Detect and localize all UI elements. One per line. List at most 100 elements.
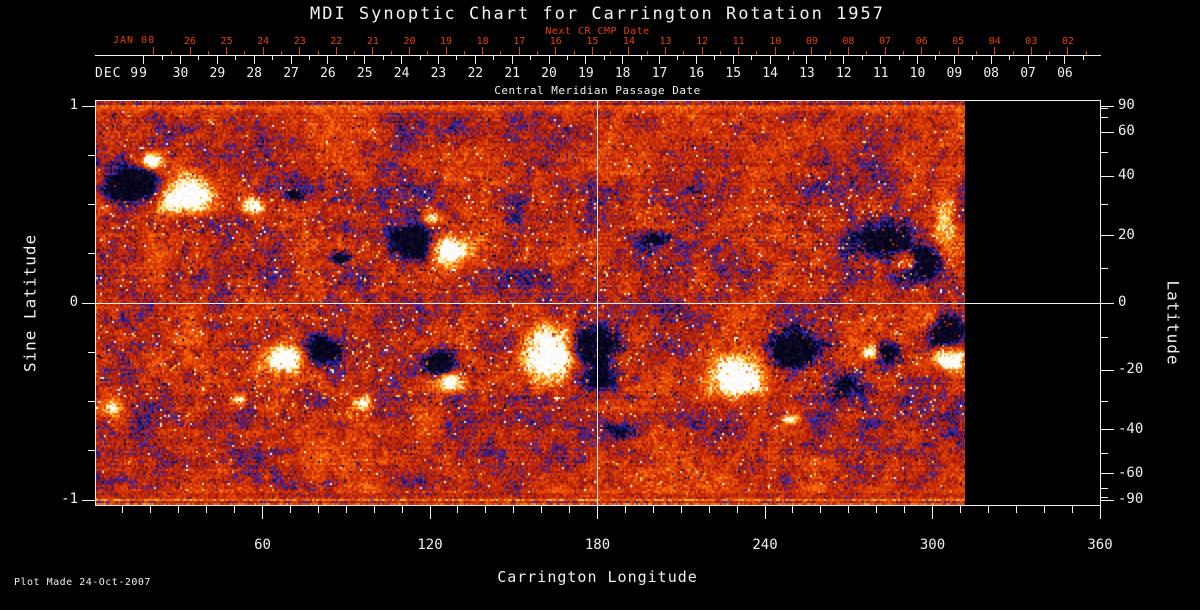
cmp-minor-tick [345, 56, 347, 60]
latitude-minor-tick [1101, 268, 1108, 270]
longitude-tick [206, 506, 208, 513]
latitude-tick-label: -90 [1118, 491, 1144, 507]
sine-latitude-tick-label: 0 [69, 294, 78, 310]
cmp-day-label: 16 [688, 66, 705, 81]
plot-border-bottom [95, 505, 1101, 506]
latitude-tick [1101, 105, 1114, 107]
longitude-tick [736, 506, 738, 513]
cmp-minor-tick [861, 56, 863, 60]
next-cr-cmp-date-label: Next CR CMP Date [545, 26, 650, 37]
cmp-date-tick [253, 56, 255, 64]
cmp-day-label: 18 [614, 66, 631, 81]
next-cr-minor-tick [902, 51, 904, 55]
longitude-tick-label: 60 [254, 537, 271, 553]
next-cr-date-tick [189, 47, 191, 55]
cmp-day-label: 21 [504, 66, 520, 81]
cmp-day-label: 07 [1020, 66, 1036, 81]
cmp-minor-tick [272, 56, 274, 60]
longitude-tick [178, 506, 180, 513]
sine-latitude-minor-tick [88, 351, 95, 353]
longitude-tick-label: 240 [752, 537, 778, 553]
next-cr-day-label: 03 [1025, 36, 1038, 47]
next-cr-minor-tick [500, 51, 502, 55]
equator-line [96, 303, 1100, 304]
cmp-date-tick [695, 56, 697, 64]
sine-latitude-tick [82, 302, 95, 304]
cmp-day-label: 09 [946, 66, 963, 81]
next-cr-day-label: 15 [586, 36, 599, 47]
longitude-tick [624, 506, 626, 513]
longitude-tick [1015, 506, 1017, 513]
longitude-tick-label: 360 [1087, 537, 1113, 553]
latitude-tick-label: 40 [1118, 167, 1135, 184]
cmp-date-tick [474, 56, 476, 64]
cmp-minor-tick [1009, 56, 1011, 60]
next-cr-date-tick [774, 47, 776, 55]
longitude-tick [652, 506, 654, 513]
latitude-tick [1101, 499, 1114, 501]
cmp-day-label: 10 [909, 66, 926, 81]
next-cr-day-label: 23 [293, 36, 306, 47]
cmp-date-tick [806, 56, 808, 64]
latitude-tick [1101, 302, 1114, 304]
next-cr-day-label: 07 [878, 36, 892, 47]
longitude-tick [373, 506, 375, 513]
sine-latitude-tick-label: -1 [61, 491, 78, 507]
cmp-day-label: 28 [246, 66, 263, 81]
longitude-tick [541, 506, 543, 513]
next-cr-day-label: 26 [183, 36, 197, 47]
longitude-tick [764, 506, 766, 519]
longitude-tick [792, 506, 794, 513]
cmp-minor-tick [751, 56, 753, 60]
cmp-day-label: 17 [651, 66, 668, 81]
cmp-day-label: 27 [283, 66, 299, 81]
cmp-minor-tick [493, 56, 495, 60]
next-cr-day-label: 14 [622, 36, 635, 47]
next-cr-date-tick [152, 47, 154, 55]
next-cr-date-tick [226, 47, 228, 55]
next-cr-minor-tick [280, 51, 282, 55]
next-cr-day-label: 17 [513, 36, 526, 47]
next-cr-minor-tick [975, 51, 977, 55]
next-cr-date-tick [445, 47, 447, 55]
next-cr-date-tick [811, 47, 813, 55]
next-cr-date-tick [482, 47, 484, 55]
longitude-tick [345, 506, 347, 513]
cmp-date-tick [769, 56, 771, 64]
next-cr-minor-tick [1012, 51, 1014, 55]
cmp-day-label: 22 [467, 66, 484, 81]
next-cr-date-tick [299, 47, 301, 55]
next-cr-date-tick [1067, 47, 1069, 55]
latitude-tick [1101, 369, 1114, 371]
cmp-date-tick [364, 56, 366, 64]
next-cr-minor-tick [683, 51, 685, 55]
next-cr-day-label: 20 [403, 36, 416, 47]
next-cr-date-tick [591, 47, 593, 55]
cmp-date-tick [1064, 56, 1066, 64]
next-cr-date-tick [665, 47, 667, 55]
cmp-day-label: 08 [983, 66, 1000, 81]
longitude-tick [122, 506, 124, 513]
carrington-longitude-axis-label: Carrington Longitude [497, 568, 698, 586]
cmp-minor-tick [530, 56, 532, 60]
next-cr-day-label: 16 [549, 36, 562, 47]
cmp-minor-tick [161, 56, 163, 60]
latitude-tick-label: -40 [1118, 420, 1144, 437]
cmp-minor-tick [198, 56, 200, 60]
next-cr-day-label: 19 [440, 36, 453, 47]
next-cr-day-label: 21 [366, 36, 379, 47]
cmp-date-tick [659, 56, 661, 64]
cmp-date-tick [880, 56, 882, 64]
next-cr-date-tick [994, 47, 996, 55]
next-cr-day-label: 08 [842, 36, 855, 47]
cmp-date-tick [990, 56, 992, 64]
next-cr-date-tick [262, 47, 264, 55]
longitude-tick [1043, 506, 1045, 513]
latitude-minor-tick [1101, 108, 1108, 110]
cmp-date-tick [290, 56, 292, 64]
cmp-minor-tick [235, 56, 237, 60]
longitude-tick [429, 506, 431, 519]
next-cr-date-tick [738, 47, 740, 55]
latitude-minor-tick [1101, 151, 1108, 153]
next-cr-minor-tick [1049, 51, 1051, 55]
